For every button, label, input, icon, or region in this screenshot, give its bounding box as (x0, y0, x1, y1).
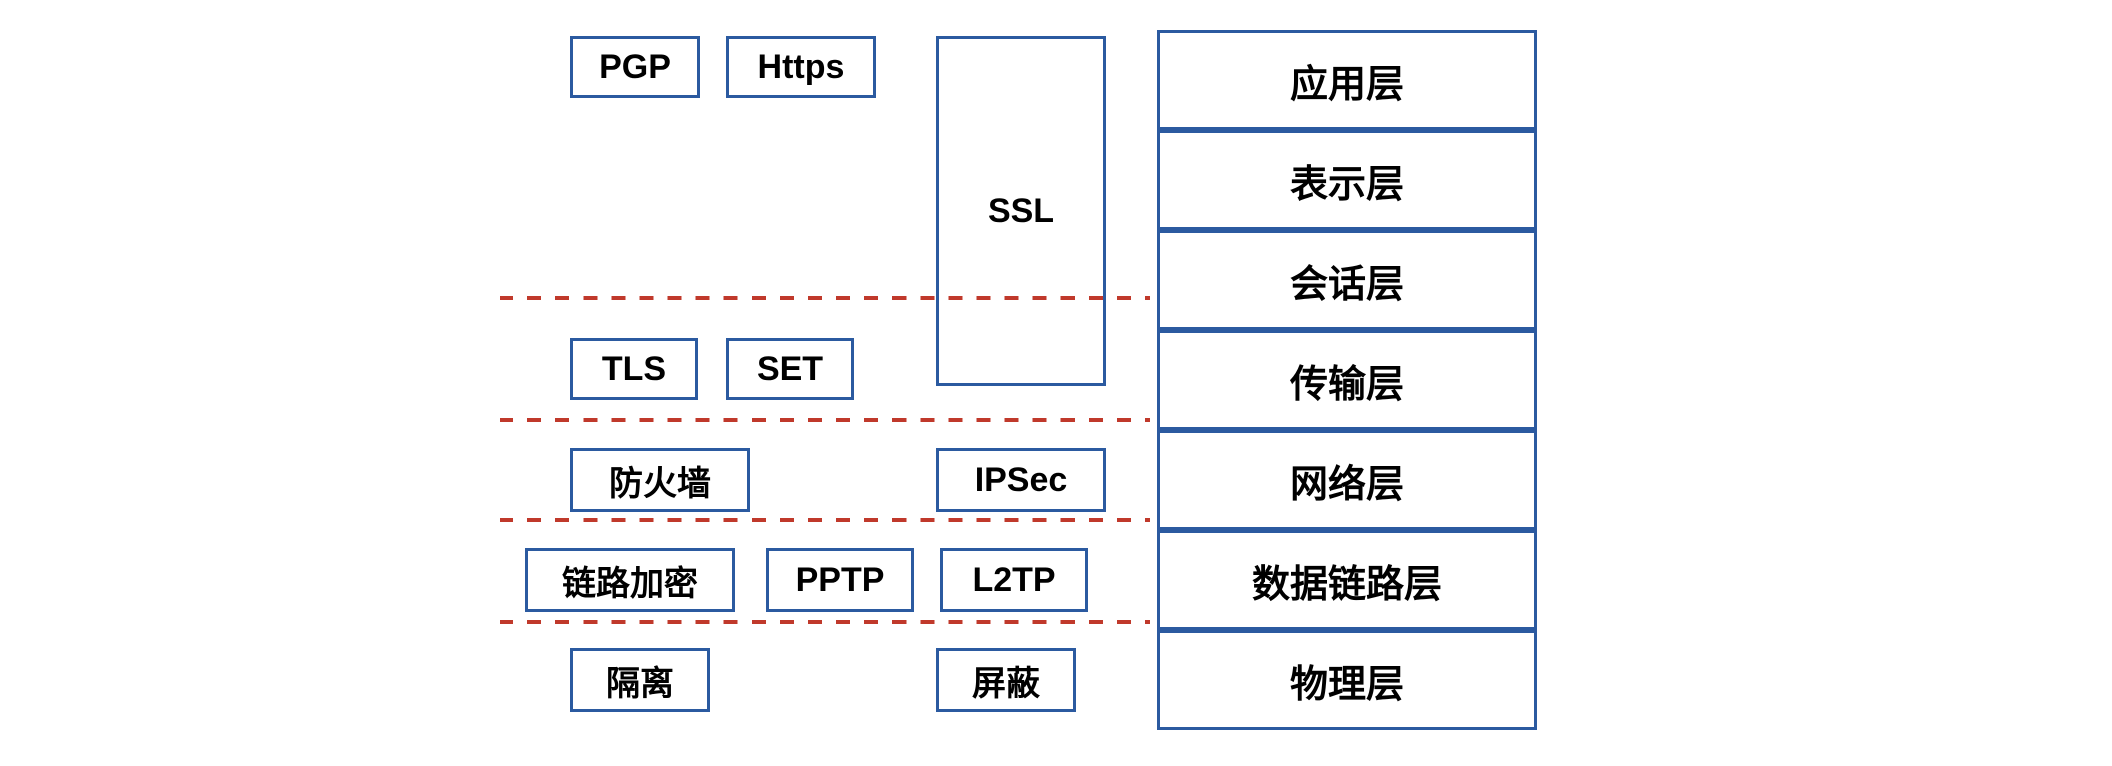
layer-divider-2 (500, 518, 1150, 522)
layer-divider-3 (500, 620, 1150, 624)
layer-divider-1 (500, 418, 1150, 422)
protocol-box-6: IPSec (936, 448, 1106, 512)
protocol-box-4: SET (726, 338, 854, 400)
osi-layer-3: 传输层 (1157, 330, 1537, 430)
protocol-box-9: L2TP (940, 548, 1088, 612)
protocol-box-11: 屏蔽 (936, 648, 1076, 712)
protocol-box-5: 防火墙 (570, 448, 750, 512)
protocol-box-3: TLS (570, 338, 698, 400)
protocol-box-2: SSL (936, 36, 1106, 386)
osi-layer-4: 网络层 (1157, 430, 1537, 530)
diagram-canvas: 应用层表示层会话层传输层网络层数据链路层物理层 PGP Https SSL TLS SET… (0, 0, 2112, 766)
osi-layer-2: 会话层 (1157, 230, 1537, 330)
osi-layer-6: 物理层 (1157, 630, 1537, 730)
osi-layer-1: 表示层 (1157, 130, 1537, 230)
osi-layer-5: 数据链路层 (1157, 530, 1537, 630)
protocol-box-7: 链路加密 (525, 548, 735, 612)
osi-layer-0: 应用层 (1157, 30, 1537, 130)
protocol-box-8: PPTP (766, 548, 914, 612)
protocol-box-0: PGP (570, 36, 700, 98)
protocol-box-10: 隔离 (570, 648, 710, 712)
layer-divider-0 (500, 296, 1150, 300)
protocol-box-1: Https (726, 36, 876, 98)
